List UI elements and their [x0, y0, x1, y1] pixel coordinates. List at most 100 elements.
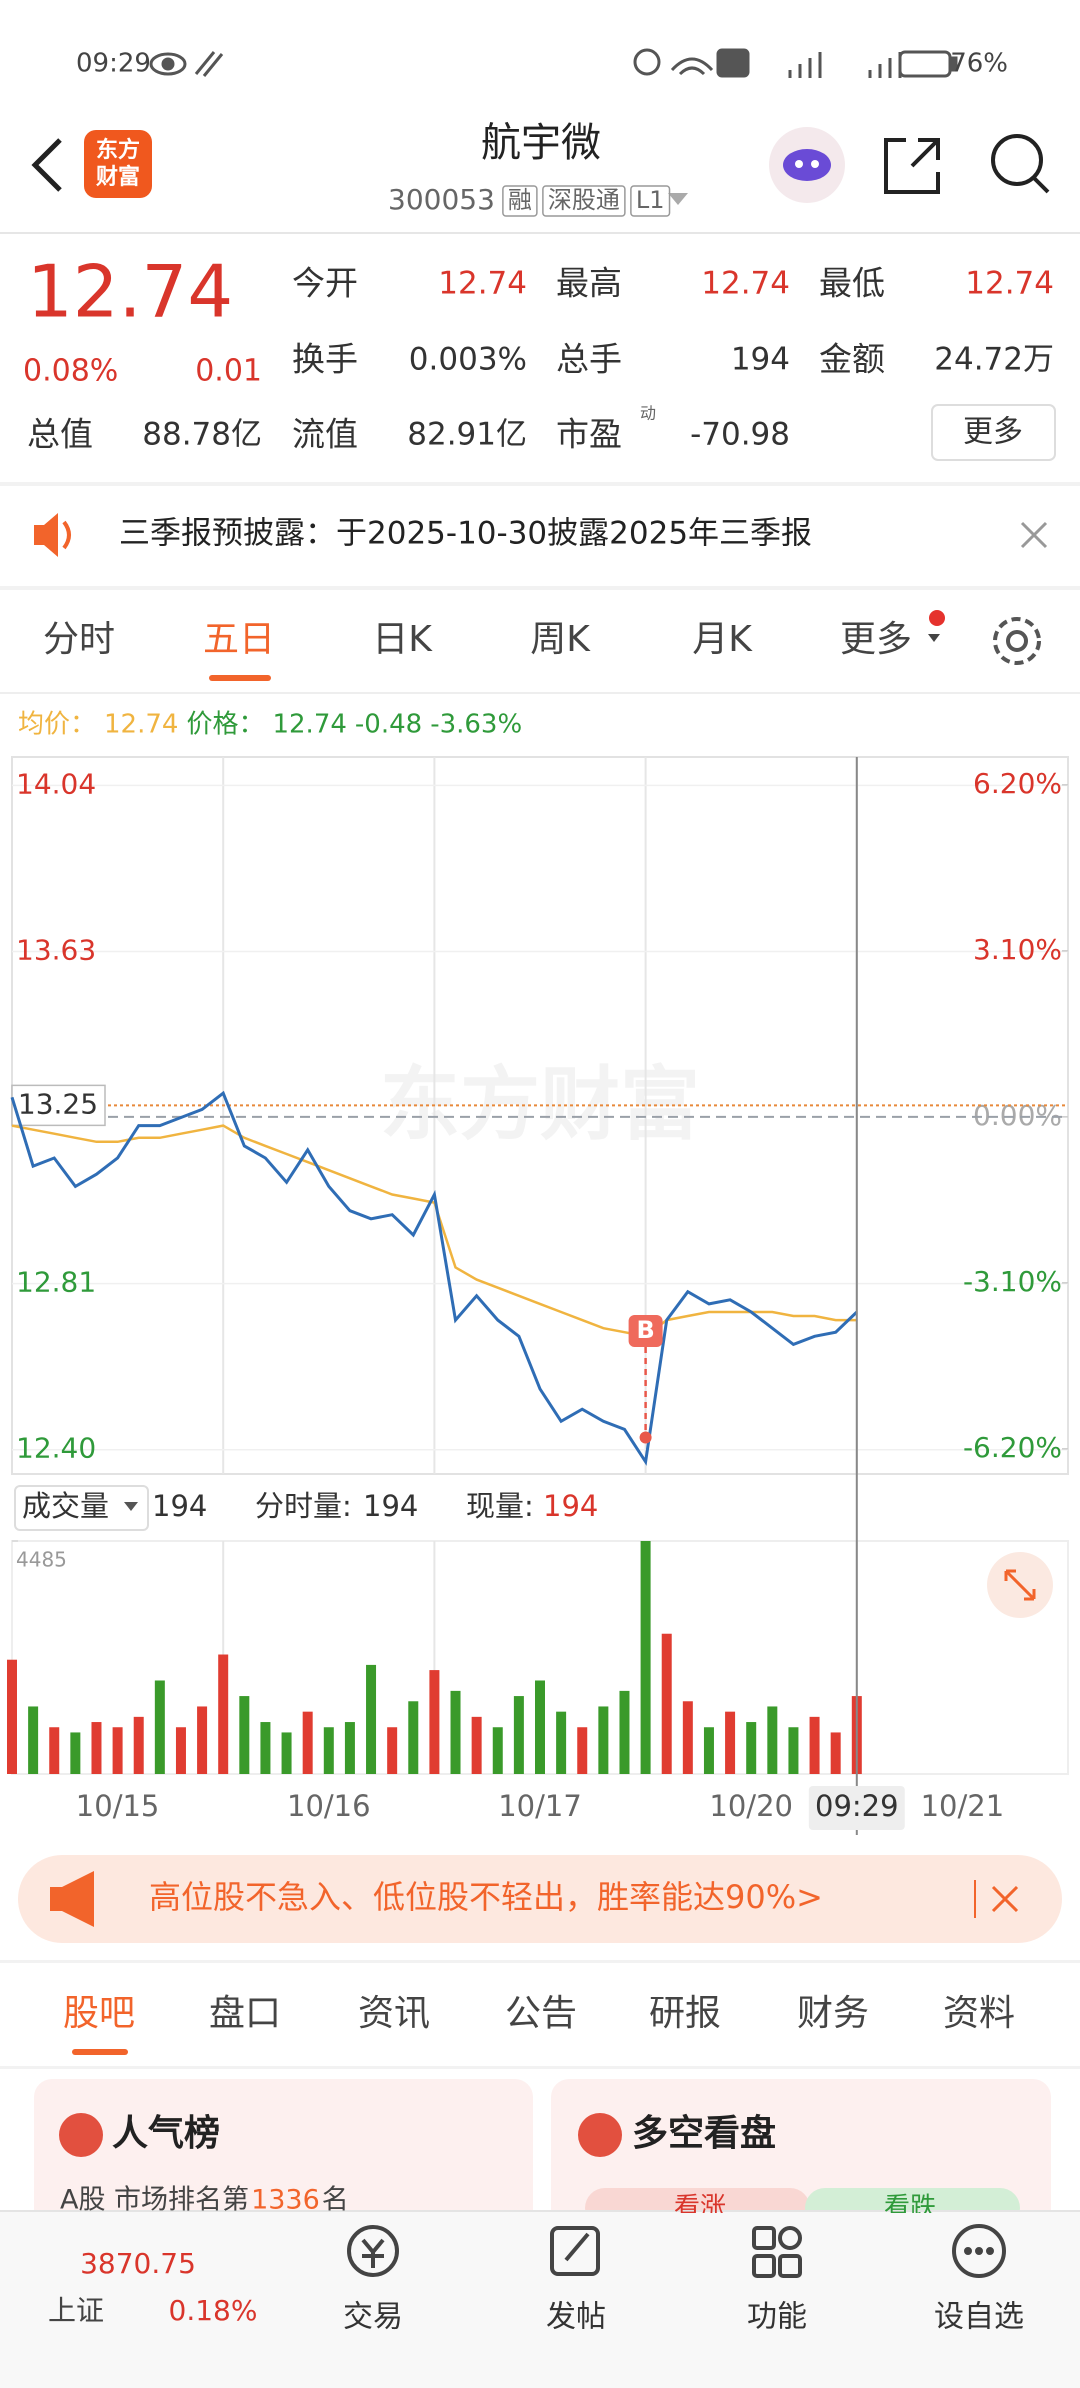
volume-tick-label: 4485: [16, 1548, 67, 1572]
quote-value: 0.003%: [409, 342, 527, 378]
card-text: 名: [322, 2185, 349, 2216]
tab-underline: [209, 675, 271, 681]
base-label: 13.25: [18, 1087, 98, 1120]
volume-bar: [91, 1722, 102, 1774]
section-tab[interactable]: 资料: [943, 1993, 1015, 2034]
volume-bar: [661, 1633, 672, 1774]
volume-bar: [640, 1541, 651, 1774]
volume-bar: [556, 1711, 567, 1774]
quote-label: 总值: [27, 415, 93, 454]
volume-bar: [429, 1670, 440, 1774]
volume-bar: [70, 1732, 81, 1774]
assistant-avatar[interactable]: [769, 127, 845, 203]
quote-value: -70.98: [690, 417, 790, 453]
volume-bar: [260, 1722, 271, 1774]
close-notice[interactable]: [1020, 521, 1048, 549]
nav-label[interactable]: 设自选: [934, 2300, 1024, 2335]
stock-code: 300053: [388, 183, 495, 216]
close-ad[interactable]: [991, 1885, 1019, 1913]
current-volume-value: 194: [543, 1489, 598, 1523]
quote-value: 12.74: [438, 266, 527, 302]
divider: [0, 2066, 1080, 2069]
divider: [0, 586, 1080, 590]
more-label[interactable]: 更多: [963, 415, 1023, 450]
quote-value: 82.91亿: [407, 417, 527, 453]
settings-button[interactable]: [993, 617, 1041, 665]
volume-value: 194: [152, 1489, 207, 1523]
chart-tab[interactable]: 五日: [203, 619, 275, 660]
volume-bar: [197, 1706, 208, 1774]
tag-box: [542, 185, 626, 217]
notice-text[interactable]: 三季报预披露：于2025-10-30披露2025年三季报: [119, 516, 812, 552]
stock-tag: 融: [508, 186, 532, 214]
app-logo: [84, 130, 152, 198]
index-value[interactable]: 3870.75: [80, 2247, 196, 2280]
section-tab[interactable]: 资讯: [358, 1993, 430, 2034]
share-button[interactable]: [884, 138, 940, 194]
index-name: 上证: [48, 2294, 104, 2327]
volume-bar: [366, 1664, 377, 1774]
volume-bar: [154, 1680, 165, 1774]
quote-label: 总手: [556, 340, 622, 379]
volume-bar: [746, 1722, 757, 1774]
tab-underline: [72, 2049, 128, 2055]
card-title: 多空看盘: [632, 2112, 776, 2154]
current-volume-label: 现量:: [466, 1489, 534, 1523]
dropdown-arrow[interactable]: [668, 193, 688, 205]
tag-box: [502, 185, 538, 217]
card[interactable]: [34, 2079, 533, 2239]
volume-label: 成交量: [22, 1489, 109, 1523]
volume-bar: [133, 1716, 144, 1774]
y-tick-label: 13.63: [16, 933, 96, 966]
volume-bar: [218, 1654, 229, 1774]
price-line: [10, 1090, 858, 1466]
volume-bar: [281, 1732, 292, 1774]
ad-text[interactable]: 高位股不急入、低位股不轻出，胜率能达90%>: [149, 1878, 823, 1916]
quote-label: 流值: [292, 415, 358, 454]
volume-selector[interactable]: [14, 1485, 149, 1531]
section-tab[interactable]: 盘口: [209, 1993, 281, 2034]
volume-bar: [175, 1727, 186, 1774]
minute-volume-label: 分时量:: [255, 1489, 352, 1523]
chart-tab[interactable]: 分时: [43, 619, 115, 660]
y-tick-label: 12.81: [16, 1266, 96, 1299]
ad-banner[interactable]: [18, 1855, 1062, 1943]
search-button[interactable]: [991, 134, 1050, 194]
nav-label[interactable]: 交易: [343, 2300, 403, 2335]
chart-tab[interactable]: 月K: [692, 619, 753, 660]
legend-label: 均价：: [18, 710, 96, 740]
volume-bar: [598, 1706, 609, 1774]
volume-bar: [788, 1727, 799, 1774]
chart-tab[interactable]: 更多: [840, 619, 912, 660]
section-tab[interactable]: 研报: [649, 1993, 721, 2034]
quote-value: 12.74: [965, 266, 1054, 302]
logo-text: 东方: [96, 137, 140, 163]
volume-bar: [535, 1680, 545, 1774]
section-tab[interactable]: 财务: [797, 1993, 869, 2034]
chart-tab[interactable]: 周K: [530, 619, 591, 660]
volume-bar: [239, 1696, 250, 1774]
section-tab[interactable]: 公告: [505, 1993, 577, 2034]
section-tab[interactable]: 股吧: [63, 1993, 135, 2034]
cursor-label-box: [808, 1786, 905, 1830]
chart-tab[interactable]: 日K: [372, 619, 433, 660]
x-tick-label: 10/16: [287, 1789, 371, 1823]
nav-label[interactable]: 功能: [747, 2300, 807, 2335]
y2-tick-label: 0.00%: [973, 1099, 1062, 1132]
megaphone-icon: [50, 1871, 94, 1927]
pe-note: 动: [640, 404, 656, 423]
x-tick-label: 10/21: [921, 1789, 1005, 1823]
expand-button[interactable]: [987, 1552, 1053, 1618]
volume-bar: [450, 1690, 461, 1774]
tag-box: [630, 185, 671, 217]
x-tick-label: 10/17: [498, 1789, 582, 1823]
stock-name: 航宇微: [481, 120, 601, 166]
nav-label[interactable]: 发帖: [546, 2300, 606, 2335]
stock-tag: 深股通: [548, 186, 620, 214]
last-price: 12.74: [27, 250, 233, 334]
quote-label: 最高: [556, 264, 622, 303]
more-button[interactable]: [931, 404, 1056, 461]
bottom-nav-cover: [0, 2213, 1080, 2388]
back-button[interactable]: [31, 138, 62, 192]
